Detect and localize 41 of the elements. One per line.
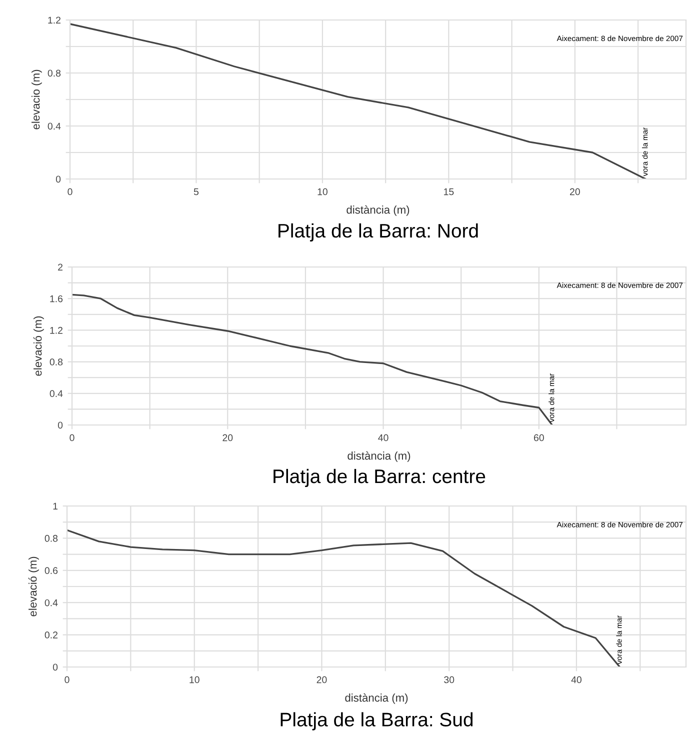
y-tick-label: 2 [58,264,62,271]
text: Platja de la Barra: Sud [280,712,473,730]
x-tick-label: 0 [70,434,74,442]
y-tick-label: 1.2 [50,326,62,334]
text: Platja de la Barra: centre [274,468,486,488]
y-tick-label: 0.4 [50,390,63,398]
x-tick-label: 15 [444,188,454,196]
y-tick-label: 0 [58,422,63,429]
y-axis-title: elevacio (m) [32,70,42,130]
y-tick-label: 0 [52,664,58,671]
y-tick-label: 1.2 [48,16,60,24]
y-tick-label: 0.4 [48,122,61,130]
x-tick-label: 10 [318,188,328,196]
y-tick-label: 0.8 [50,358,63,366]
y-tick-label: 0.8 [48,70,61,77]
x-tick-label: 0 [64,676,70,684]
x-axis-title: distància (m) [346,205,410,216]
y-tick-label: 0 [56,176,61,183]
x-tick-label: 20 [222,434,233,442]
y-tick-label: 0.2 [44,632,58,638]
x-tick-label: 40 [378,434,388,442]
line-series [72,294,553,425]
y-tick-label: 0.8 [44,534,58,542]
y-axis-title: elevació (m) [33,316,44,376]
y-tick-label: 1 [53,502,58,510]
line-series [67,529,621,667]
x-axis-title: distància (m) [348,451,410,462]
x-tick-label: 0 [68,188,72,196]
x-axis-title: distància (m) [345,693,408,704]
x-tick-label: 5 [194,188,199,196]
y-tick-label: 0.4 [44,599,58,606]
y-tick-label: 1.6 [50,295,63,302]
x-tick-label: 40 [571,676,582,684]
x-tick-label: 10 [190,676,200,684]
x-tick-label: 20 [570,188,580,196]
x-tick-label: 20 [316,676,327,684]
text: Platja de la Barra: Nord [278,223,478,242]
y-tick-label: 0.6 [44,567,58,574]
x-tick-label: 60 [534,434,544,442]
y-axis-title: elevació (m) [28,556,39,616]
x-tick-label: 30 [444,676,454,684]
